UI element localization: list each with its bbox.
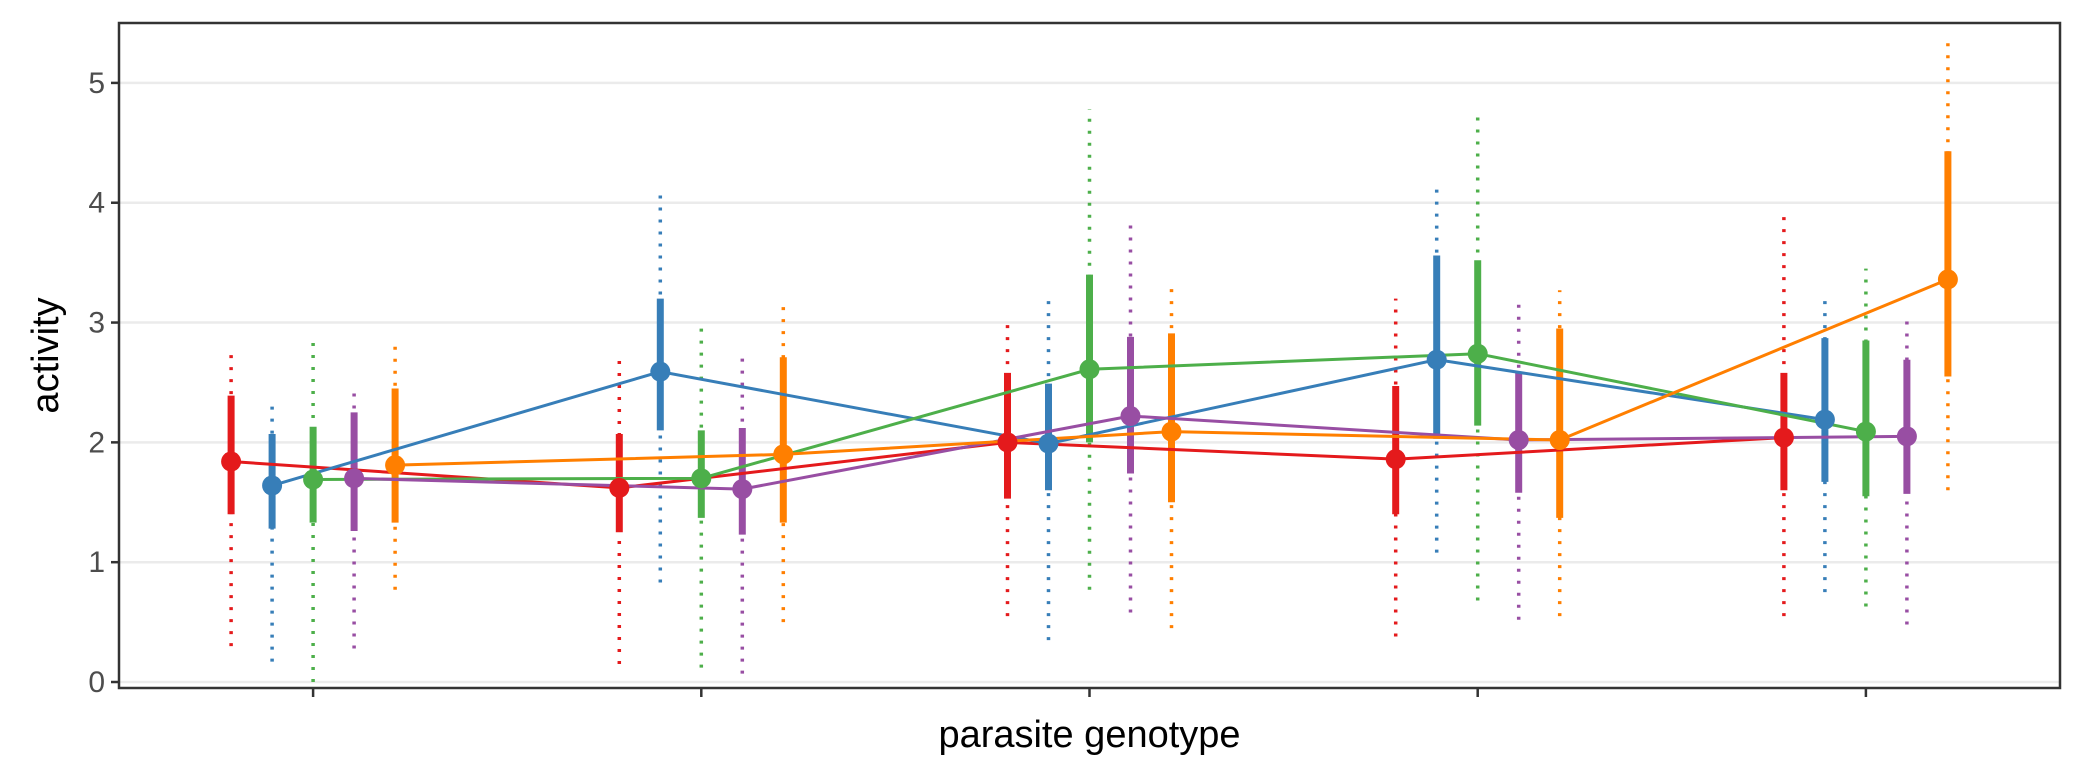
y-tick-label: 4	[88, 187, 105, 220]
y-tick-label: 1	[88, 546, 105, 579]
data-point	[262, 475, 283, 496]
y-axis: 0 1 2 3 4 5	[88, 67, 119, 699]
data-point	[732, 479, 753, 500]
x-axis	[311, 688, 1868, 697]
y-tick-label: 2	[88, 426, 105, 459]
data-point	[1120, 406, 1141, 427]
data-point	[1549, 429, 1570, 450]
data-point	[1896, 426, 1917, 447]
data-point	[1385, 449, 1406, 470]
data-point	[1161, 421, 1182, 442]
data-point	[1038, 433, 1059, 454]
data-point	[1079, 359, 1100, 380]
y-axis-title: activity	[25, 297, 67, 413]
data-point	[385, 455, 406, 476]
data-point	[1773, 427, 1794, 448]
data-point	[1508, 429, 1529, 450]
data-point	[1814, 409, 1835, 430]
data-point	[609, 477, 630, 498]
data-point	[1937, 269, 1958, 290]
data-point	[303, 469, 324, 490]
data-point	[1426, 349, 1447, 370]
y-tick-label: 0	[88, 666, 105, 699]
data-point	[1855, 421, 1876, 442]
data-point	[1467, 343, 1488, 364]
data-point	[691, 468, 712, 489]
x-axis-title: parasite genotype	[938, 714, 1240, 756]
data-point	[773, 444, 794, 465]
data-point	[344, 468, 365, 489]
data-point	[650, 361, 671, 382]
y-tick-label: 3	[88, 307, 105, 340]
series-points	[221, 269, 1958, 500]
data-point	[997, 432, 1018, 453]
y-tick-label: 5	[88, 67, 105, 100]
data-point	[221, 451, 242, 472]
